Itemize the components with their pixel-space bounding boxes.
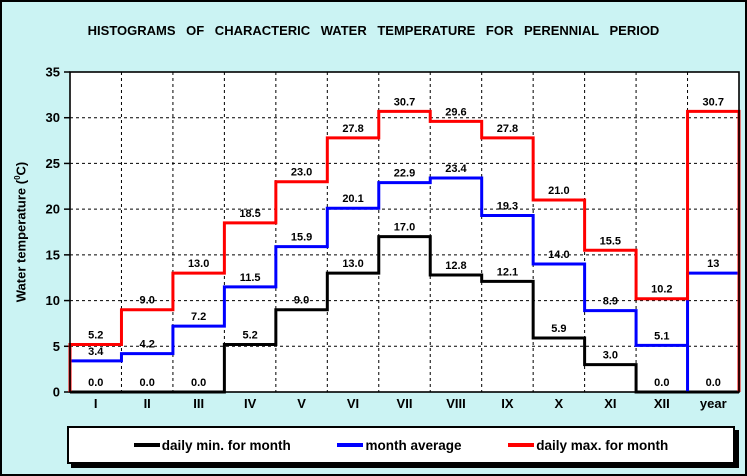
x-tick-label: II — [144, 396, 151, 411]
legend-item-daily-max: daily max. for month — [508, 438, 668, 453]
legend: daily min. for month month average daily… — [67, 426, 735, 464]
value-label: 23.4 — [445, 163, 467, 175]
x-tick-label: XI — [604, 396, 616, 411]
plot-area — [70, 72, 739, 392]
value-label: 9.0 — [294, 295, 309, 307]
value-label: 5.1 — [654, 330, 669, 342]
x-tick-label: VII — [397, 396, 413, 411]
y-tick-label: 30 — [46, 110, 60, 125]
legend-item-daily-min: daily min. for month — [133, 437, 291, 453]
daily-min-line-swatch — [133, 443, 160, 447]
series-line-daily-max-for-month — [68, 109, 741, 392]
value-label: 12.1 — [497, 266, 518, 278]
x-tick-label: year — [700, 396, 727, 411]
value-label: 12.8 — [445, 260, 466, 272]
y-tick-label: 15 — [46, 247, 60, 262]
value-label: 5.2 — [242, 329, 257, 341]
value-label: 23.0 — [291, 167, 312, 179]
legend-item-month-average: month average — [337, 438, 461, 453]
value-label: 14.0 — [548, 249, 569, 261]
value-label: 27.8 — [497, 123, 518, 135]
value-label: 3.0 — [603, 350, 618, 362]
chart-title: HISTOGRAMS OF CHARACTERIC WATER TEMPERAT… — [87, 23, 660, 38]
value-label: 13.0 — [188, 258, 209, 270]
daily-max-line-swatch — [508, 443, 535, 447]
value-label: 8.9 — [603, 296, 618, 308]
legend-label-daily-max: daily max. for month — [536, 437, 669, 453]
value-label: 10.2 — [651, 284, 672, 296]
plot-frame — [69, 71, 740, 393]
value-label: 21.0 — [548, 185, 569, 197]
value-label: 20.1 — [342, 193, 363, 205]
x-tick-label: X — [555, 396, 564, 411]
x-tick-label: VI — [347, 396, 359, 411]
series-line-daily-min-for-month — [70, 235, 739, 394]
value-label: 3.4 — [88, 346, 104, 358]
x-tick-label: XII — [654, 396, 670, 411]
value-label: 5.9 — [551, 323, 566, 335]
x-tick-label: IV — [244, 396, 257, 411]
value-label: 0.0 — [706, 377, 721, 389]
value-label: 11.5 — [240, 272, 261, 284]
value-label: 4.2 — [140, 339, 155, 351]
y-tick-label: 20 — [46, 202, 60, 217]
y-tick-label: 25 — [46, 156, 60, 171]
value-label: 18.5 — [239, 208, 260, 220]
value-label: 0.0 — [140, 377, 155, 389]
x-tick-label: III — [193, 396, 204, 411]
legend-label-daily-min: daily min. for month — [161, 437, 291, 453]
x-tick-label: V — [297, 396, 306, 411]
y-tick-label: 5 — [53, 339, 60, 354]
value-label: 15.9 — [291, 232, 312, 244]
value-label: 27.8 — [342, 123, 363, 135]
value-label: 5.2 — [88, 329, 103, 341]
value-label: 22.9 — [394, 168, 415, 180]
x-tick-label: I — [94, 396, 98, 411]
y-tick-label: 10 — [46, 293, 60, 308]
series-line-month-average — [68, 176, 741, 392]
value-label: 30.7 — [394, 96, 415, 108]
value-label: 17.0 — [394, 222, 415, 234]
value-label: 0.0 — [654, 377, 669, 389]
value-label: 29.6 — [445, 106, 466, 118]
value-label: 13 — [707, 258, 719, 270]
value-label: 0.0 — [88, 377, 103, 389]
x-tick-label: VIII — [446, 396, 466, 411]
value-label: 9.0 — [140, 295, 155, 307]
value-label: 13.0 — [342, 258, 363, 270]
month-average-line-swatch — [337, 443, 364, 447]
value-label: 0.0 — [191, 377, 206, 389]
value-label: 30.7 — [703, 96, 724, 108]
value-label: 7.2 — [191, 311, 206, 323]
y-tick-label: 35 — [46, 65, 60, 80]
legend-label-month-average: month average — [365, 437, 462, 453]
value-label: 19.3 — [497, 201, 518, 213]
x-tick-label: IX — [501, 396, 514, 411]
y-tick-label: 0 — [53, 385, 60, 400]
value-label: 15.5 — [600, 235, 621, 247]
